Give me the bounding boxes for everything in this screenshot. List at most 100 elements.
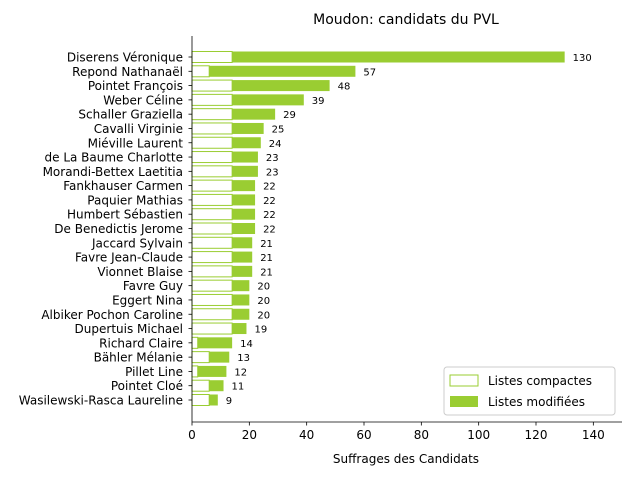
category-label: Pointet François: [88, 79, 183, 93]
bar-compact: [191, 208, 233, 221]
value-label: 23: [266, 153, 279, 164]
category-label: Favre Guy: [123, 279, 183, 293]
category-label: Paquier Mathias: [87, 193, 183, 207]
value-label: 22: [263, 225, 276, 236]
bar-modified: [209, 351, 230, 363]
bar-modified: [232, 308, 250, 320]
bar-modified: [232, 265, 253, 277]
bar-modified: [232, 251, 253, 263]
bar-modified: [232, 194, 256, 206]
category-label: Cavalli Virginie: [94, 122, 183, 136]
legend: Listes compactes Listes modifiées: [443, 366, 616, 416]
value-label: 39: [312, 96, 325, 107]
bar-compact: [191, 222, 233, 235]
value-label: 13: [237, 353, 250, 364]
x-tick-label: 140: [582, 428, 605, 442]
bar-modified: [232, 137, 261, 149]
bar-compact: [191, 351, 210, 364]
bar-modified: [197, 365, 227, 377]
bar-modified: [232, 237, 253, 249]
category-label: Pointet Cloé: [111, 379, 183, 393]
bar-modified: [209, 380, 224, 392]
bar-compact: [191, 51, 233, 63]
legend-box: [443, 366, 616, 416]
category-label: Morandi-Bettex Laetitia: [43, 165, 183, 179]
bar-compact: [191, 236, 233, 249]
bar-compact: [191, 93, 233, 106]
bar-compact: [191, 379, 210, 392]
value-label: 57: [363, 67, 376, 78]
value-label: 14: [240, 339, 253, 350]
chart-title: Moudon: candidats du PVL: [313, 12, 499, 28]
legend-swatch-compact: [449, 374, 479, 387]
category-label: Humbert Sébastien: [67, 208, 183, 222]
bar-modified: [209, 394, 218, 406]
category-label: Vionnet Blaise: [97, 265, 183, 279]
value-label: 20: [257, 296, 270, 307]
bar-compact: [191, 151, 233, 164]
bar-compact: [191, 65, 210, 78]
x-tick-label: 0: [188, 428, 196, 442]
x-axis-label: Suffrages des Candidats: [333, 452, 479, 466]
value-label: 12: [234, 367, 247, 378]
bar-compact: [191, 179, 233, 192]
bar-modified: [232, 51, 565, 63]
value-label: 24: [269, 139, 282, 150]
category-label: De Benedictis Jerome: [54, 222, 183, 236]
bar-compact: [191, 394, 210, 406]
value-label: 11: [232, 382, 245, 393]
bar-compact: [191, 136, 233, 149]
bar-compact: [191, 193, 233, 206]
x-tick-label: 120: [525, 428, 548, 442]
category-label: Miéville Laurent: [88, 136, 184, 150]
axes: [188, 36, 622, 423]
legend-label-compact: Listes compactes: [488, 374, 592, 388]
bar-compact: [191, 336, 199, 349]
legend-label-modified: Listes modifiées: [488, 395, 585, 409]
bar-compact: [191, 293, 233, 306]
x-ticks: 0 20 40 60 80 100 120 140: [188, 422, 605, 442]
category-label: Dupertuis Michael: [75, 322, 183, 336]
x-tick-label: 20: [242, 428, 257, 442]
value-label: 29: [283, 110, 296, 121]
bar-modified: [232, 223, 256, 234]
value-label: 20: [257, 310, 270, 321]
category-label: Bähler Mélanie: [94, 351, 183, 365]
bar-modified: [232, 80, 330, 92]
x-tick-label: 80: [414, 428, 429, 442]
category-label: de La Baume Charlotte: [45, 151, 184, 165]
bar-modified: [232, 94, 304, 106]
category-label: Eggert Nina: [112, 293, 183, 307]
bar-modified: [232, 294, 250, 306]
category-label: Schaller Graziella: [78, 108, 183, 122]
bar-compact: [191, 79, 233, 92]
category-label: Favre Jean-Claude: [75, 251, 183, 265]
value-label: 21: [260, 239, 273, 250]
value-label: 25: [272, 124, 285, 135]
bars-layer: [191, 51, 565, 406]
category-label: Diserens Véronique: [67, 51, 183, 65]
bar-modified: [232, 323, 247, 335]
bar-compact: [191, 365, 199, 378]
value-label: 22: [263, 196, 276, 207]
value-labels: 130 57 48 39 29 25 24 23 23 22 22 22 22 21 21 21 20 20 20 1…: [226, 53, 592, 407]
category-label: Weber Céline: [103, 93, 183, 107]
bar-compact: [191, 279, 233, 292]
category-label: Richard Claire: [99, 336, 183, 350]
x-tick-label: 40: [299, 428, 314, 442]
value-label: 22: [263, 210, 276, 221]
category-label: Albiker Pochon Caroline: [41, 308, 183, 322]
bar-compact: [191, 322, 233, 335]
bar-compact: [191, 265, 233, 278]
category-label: Wasilewski-Rasca Laureline: [19, 394, 183, 408]
bar-modified: [232, 151, 258, 163]
bar-compact: [191, 108, 233, 121]
bar-modified: [232, 108, 276, 120]
category-label: Repond Nathanaël: [72, 65, 183, 79]
legend-swatch-modified: [450, 396, 478, 407]
value-label: 19: [254, 325, 267, 336]
value-label: 22: [263, 182, 276, 193]
value-label: 130: [573, 53, 592, 64]
value-label: 21: [260, 267, 273, 278]
